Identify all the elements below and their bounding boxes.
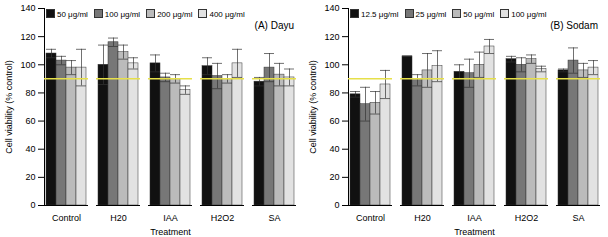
svg-text:80: 80 xyxy=(25,88,35,98)
svg-text:H20: H20 xyxy=(110,213,127,223)
html-text:(B) Sodam: (B) Sodam xyxy=(550,20,598,31)
svg-text:60: 60 xyxy=(329,116,339,126)
svg-text:Control: Control xyxy=(356,213,385,223)
svg-text:IAA: IAA xyxy=(163,213,178,223)
svg-text:140: 140 xyxy=(324,3,339,13)
html-text:25 μg/ml: 25 μg/ml xyxy=(415,10,447,19)
html-text:400 μg/ml: 400 μg/ml xyxy=(209,10,245,19)
html-text:100 μg/ml: 100 μg/ml xyxy=(511,10,547,19)
html-text:100 μg/ml: 100 μg/ml xyxy=(104,10,141,19)
svg-text:60: 60 xyxy=(25,116,35,126)
svg-text:H2O2: H2O2 xyxy=(211,213,235,223)
html-text:50 μg/ml: 50 μg/ml xyxy=(57,10,88,19)
html-text:200 μg/ml: 200 μg/ml xyxy=(157,10,193,19)
svg-text:120: 120 xyxy=(20,32,35,42)
svg-text:40: 40 xyxy=(25,144,35,154)
svg-text:Cell viability (% control): Cell viability (% control) xyxy=(308,60,318,154)
svg-text:H2O2: H2O2 xyxy=(515,213,539,223)
svg-text:20: 20 xyxy=(329,172,339,182)
svg-text:IAA: IAA xyxy=(467,213,482,223)
svg-text:100: 100 xyxy=(20,60,35,70)
svg-text:40: 40 xyxy=(329,144,339,154)
svg-text:0: 0 xyxy=(30,200,35,210)
html-text:50 μg/ml: 50 μg/ml xyxy=(463,10,495,19)
svg-text:Cell viability (% control): Cell viability (% control) xyxy=(4,60,14,154)
svg-text:80: 80 xyxy=(329,88,339,98)
svg-text:Treatment: Treatment xyxy=(454,227,495,237)
svg-text:Control: Control xyxy=(52,213,81,223)
svg-text:SA: SA xyxy=(268,213,280,223)
html-text:12.5 μg/ml: 12.5 μg/ml xyxy=(361,10,399,19)
html-text:(A) Dayu: (A) Dayu xyxy=(254,20,294,31)
svg-text:100: 100 xyxy=(324,60,339,70)
svg-text:20: 20 xyxy=(25,172,35,182)
svg-text:140: 140 xyxy=(20,3,35,13)
svg-text:Treatment: Treatment xyxy=(150,227,191,237)
svg-text:120: 120 xyxy=(324,32,339,42)
svg-text:H20: H20 xyxy=(414,213,431,223)
svg-text:SA: SA xyxy=(572,213,584,223)
svg-text:0: 0 xyxy=(334,200,339,210)
